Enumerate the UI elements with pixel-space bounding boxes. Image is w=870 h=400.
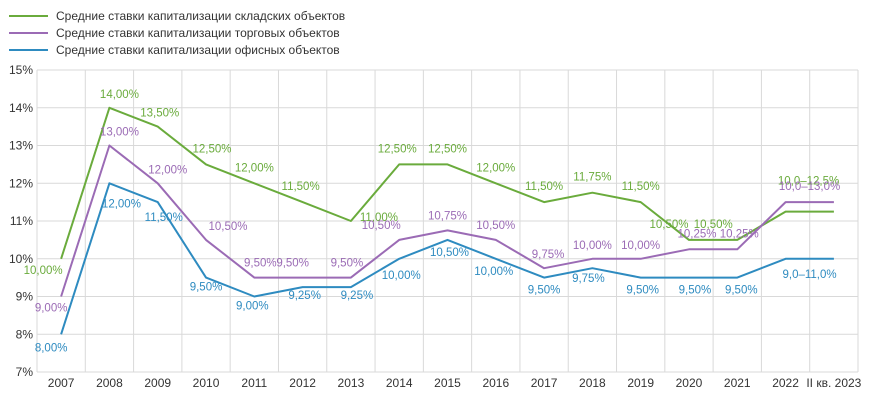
data-label: 11,50%: [525, 181, 563, 193]
data-label: 12,00%: [102, 198, 141, 210]
x-tick-label: 2019: [627, 376, 654, 390]
data-label: 9,50%: [528, 285, 561, 297]
data-label: 10,00%: [382, 270, 421, 282]
data-label: 14,00%: [100, 89, 139, 101]
data-label: 10,25%: [677, 228, 716, 240]
x-tick-label: 2022: [772, 376, 799, 390]
data-label: 10,25%: [720, 228, 759, 240]
data-label: 12,00%: [235, 162, 274, 174]
data-label: 10,75%: [428, 210, 467, 222]
data-label: 9,25%: [341, 290, 374, 302]
data-label: 11,50%: [622, 181, 660, 193]
x-tick-label: 2021: [724, 376, 751, 390]
data-label: 9,00%: [35, 303, 68, 315]
x-tick-label: 2015: [434, 376, 461, 390]
series-line-2: [60, 182, 834, 335]
legend-label: Средние ставки капитализации складских о…: [56, 9, 345, 23]
data-label: 8,00%: [35, 342, 68, 354]
data-label: 12,50%: [378, 143, 417, 155]
y-tick-label: 12%: [9, 176, 33, 190]
data-label: 10,00%: [24, 265, 63, 277]
x-tick-label: 2014: [386, 376, 413, 390]
data-label: 10,50%: [476, 220, 515, 232]
legend-label: Средние ставки капитализации офисных объ…: [56, 43, 340, 57]
y-tick-label: 11%: [10, 214, 33, 228]
x-tick-label: 2012: [289, 376, 316, 390]
data-label: 12,50%: [193, 143, 232, 155]
x-tick-label: 2010: [193, 376, 220, 390]
data-label: 9,50%: [331, 258, 364, 270]
data-label: 10,50%: [430, 247, 469, 259]
grid: [36, 69, 859, 373]
data-label: 11,50%: [282, 181, 320, 193]
data-label: 10,00%: [621, 240, 660, 252]
data-label: 10,50%: [362, 220, 401, 232]
legend: Средние ставки капитализации складских о…: [9, 9, 345, 57]
x-tick-label: 2007: [48, 376, 75, 390]
data-label: 11,50%: [145, 212, 183, 224]
x-tick-label: 2018: [579, 376, 606, 390]
data-label: 10,0–12,5%: [778, 176, 839, 188]
data-label: 9,50%: [244, 258, 277, 270]
y-tick-label: 13%: [9, 139, 33, 153]
data-label: 10,00%: [573, 240, 612, 252]
data-label: 13,50%: [140, 108, 179, 120]
data-label: 9,00%: [236, 301, 269, 313]
data-label: 11,75%: [573, 172, 611, 184]
axes: 7% 8% 9% 10% 11% 12% 13% 14% 15% 2007 2008 2009 2010…: [9, 63, 862, 390]
x-tick-label: 2017: [531, 376, 558, 390]
x-tick-label: 2008: [96, 376, 123, 390]
data-label: 10,00%: [474, 266, 513, 278]
series-lines: [60, 106, 834, 335]
data-label: 11,00%: [360, 212, 398, 224]
data-label: 9,75%: [532, 249, 565, 261]
y-tick-label: 15%: [9, 63, 33, 77]
x-tick-label: 2016: [482, 376, 509, 390]
x-tick-label: II кв. 2023: [806, 376, 861, 390]
y-tick-label: 10%: [9, 252, 33, 266]
data-label: 9,50%: [276, 258, 309, 270]
data-label: 9,0–11,0%: [782, 269, 836, 281]
y-tick-label: 9%: [16, 290, 34, 304]
data-label: 9,50%: [626, 285, 659, 297]
legend-label: Средние ставки капитализации торговых об…: [56, 26, 340, 40]
data-label: 9,75%: [572, 273, 605, 285]
data-label: 12,00%: [476, 162, 515, 174]
series-line-1: [60, 144, 834, 297]
data-label: 13,00%: [100, 127, 139, 139]
data-label: 9,50%: [725, 285, 758, 297]
data-label: 9,50%: [679, 285, 712, 297]
data-label: 10,50%: [694, 219, 733, 231]
data-label: 10,0–13,0%: [779, 181, 840, 193]
data-label: 12,50%: [428, 143, 467, 155]
x-tick-label: 2011: [241, 376, 267, 390]
data-label: 9,25%: [288, 290, 321, 302]
data-label: 9,50%: [190, 282, 223, 294]
series-line-0: [60, 106, 834, 260]
y-tick-label: 14%: [9, 101, 33, 115]
x-tick-label: 2013: [338, 376, 365, 390]
data-label: 10,50%: [209, 221, 248, 233]
x-tick-label: 2009: [144, 376, 171, 390]
data-label: 10,50%: [649, 219, 688, 231]
data-label: 12,00%: [148, 164, 187, 176]
x-tick-label: 2020: [676, 376, 703, 390]
y-tick-label: 8%: [16, 327, 34, 341]
y-tick-label: 7%: [16, 365, 34, 379]
data-labels: 10,00%14,00%13,50%12,50%12,00%11,50%11,0…: [24, 89, 841, 355]
